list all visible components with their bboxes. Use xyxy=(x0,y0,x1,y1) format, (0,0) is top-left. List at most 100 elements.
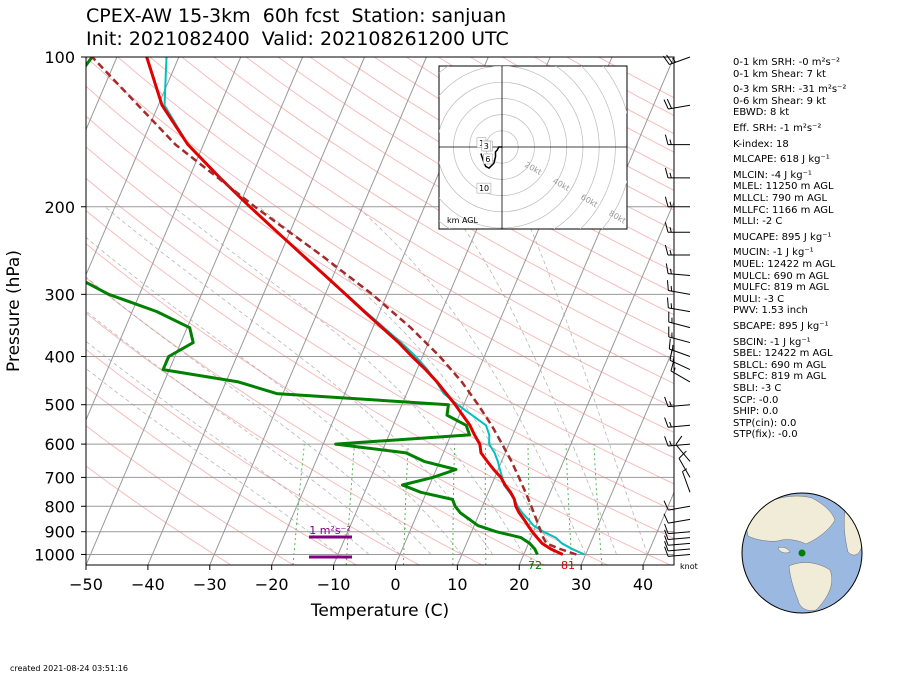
index-line: SBEL: 12422 m AGL xyxy=(733,348,833,360)
chart-title-line2: Init: 2021082400 Valid: 202108261200 UTC xyxy=(86,28,509,50)
y-tick-label: 600 xyxy=(44,435,75,454)
dry-adiabat xyxy=(309,57,674,273)
wind-barb xyxy=(664,244,690,256)
wind-barb xyxy=(663,54,691,65)
dry-adiabat xyxy=(86,465,232,565)
dry-adiabat xyxy=(117,57,674,409)
index-line: MLLI: -2 C xyxy=(733,216,783,228)
index-line: 0-1 km SRH: -0 m²s⁻² xyxy=(733,57,840,68)
wind-units-label: knot xyxy=(680,562,698,571)
index-line: MULI: -3 C xyxy=(733,293,785,305)
dry-adiabat xyxy=(86,85,674,459)
wind-barb xyxy=(664,436,691,447)
x-tick-label: −20 xyxy=(255,575,289,594)
wind-barb xyxy=(663,500,691,511)
hodograph-height-label: 1 xyxy=(479,139,484,148)
x-tick-label: 20 xyxy=(509,575,529,594)
mixing-ratio-line xyxy=(345,444,355,565)
wind-barb xyxy=(670,360,691,383)
index-line: SBLFC: 819 m AGL xyxy=(733,371,827,383)
index-line: EBWD: 8 kt xyxy=(733,107,790,119)
y-tick-label: 200 xyxy=(44,198,75,217)
hodograph-inset: 20kt40kt60kt80kt123610 km AGL xyxy=(438,65,628,230)
isotherm xyxy=(86,57,242,422)
hodograph-height-label: 3 xyxy=(484,142,489,151)
wind-barb xyxy=(664,167,690,179)
mixing-ratio-line xyxy=(593,444,603,565)
index-line: 0-1 km Shear: 7 kt xyxy=(733,68,826,80)
y-tick-label: 100 xyxy=(44,48,75,67)
hodograph-trace xyxy=(480,146,502,170)
index-line: MUCIN: -1 J kg⁻¹ xyxy=(733,247,814,259)
index-line: SBCAPE: 895 J kg⁻¹ xyxy=(733,321,829,332)
hodograph-frame xyxy=(438,65,628,230)
globe-land xyxy=(777,546,791,554)
wind-barb xyxy=(664,546,691,557)
x-tick-label: −40 xyxy=(131,575,165,594)
created-timestamp: created 2021-08-24 03:51:16 xyxy=(10,664,128,673)
index-line: SBCIN: -1 J kg⁻¹ xyxy=(733,336,811,348)
wind-barb xyxy=(664,529,691,541)
wind-barb xyxy=(668,326,691,344)
index-line: SHIP: 0.0 xyxy=(733,406,779,418)
hodograph-unit-label: km AGL xyxy=(447,216,479,225)
wind-barb xyxy=(682,468,691,493)
chart-title-line1: CPEX-AW 15-3km 60h fcst Station: sanjuan xyxy=(86,5,507,27)
moist-adiabat xyxy=(86,368,339,555)
wind-barb xyxy=(663,513,691,524)
index-line: MUEL: 12422 m AGL xyxy=(733,259,836,270)
index-line: MLCIN: -4 J kg⁻¹ xyxy=(733,169,812,181)
wind-barb xyxy=(666,280,691,295)
isotherm xyxy=(147,57,365,565)
dry-adiabat xyxy=(86,146,674,512)
isotherm xyxy=(86,57,304,565)
x-tick-label: −30 xyxy=(193,575,227,594)
hodograph-height-label: 6 xyxy=(485,155,490,164)
dry-adiabat xyxy=(86,386,357,565)
dry-adiabat xyxy=(181,57,674,361)
dry-adiabat xyxy=(149,57,674,385)
x-tick-label: 0 xyxy=(390,575,400,594)
index-line: STP(cin): 0.0 xyxy=(733,417,797,429)
wind-barb xyxy=(678,450,691,478)
index-line: MLLCL: 790 m AGL xyxy=(733,193,828,204)
wind-barb xyxy=(664,541,691,552)
dry-adiabat xyxy=(86,312,483,565)
index-line: SCP: -0.0 xyxy=(733,394,779,406)
y-tick-label: 800 xyxy=(44,497,75,516)
dry-adiabat xyxy=(86,57,674,433)
wind-barb xyxy=(668,311,691,329)
hodograph-height-label: 10 xyxy=(479,184,489,193)
wind-barb xyxy=(664,222,690,233)
srh-bar-label: 1 m²s⁻² xyxy=(309,524,351,537)
wind-barb xyxy=(675,435,691,462)
index-line: MULCL: 690 m AGL xyxy=(733,270,829,282)
surface-dewpoint-label: 72 xyxy=(528,559,542,572)
y-axis-label: Pressure (hPa) xyxy=(4,250,24,372)
wind-barb xyxy=(664,196,690,208)
mixing-ratio-line xyxy=(527,444,532,565)
index-line: K-index: 18 xyxy=(733,138,789,150)
x-tick-label: −50 xyxy=(69,575,103,594)
y-tick-label: 400 xyxy=(44,348,75,367)
wind-barb xyxy=(664,417,691,428)
index-line: MLEL: 11250 m AGL xyxy=(733,181,834,193)
mixing-ratio-line xyxy=(292,444,305,565)
isotherm xyxy=(86,57,180,276)
surface-temperature-label: 81 xyxy=(561,559,575,572)
dewpoint-line xyxy=(86,57,539,556)
globe-land xyxy=(744,495,836,545)
y-tick-label: 1000 xyxy=(34,545,75,564)
index-line: MULFC: 819 m AGL xyxy=(733,282,829,294)
index-line: MLCAPE: 618 J kg⁻¹ xyxy=(733,154,830,166)
dry-adiabat xyxy=(213,57,674,338)
wind-barb xyxy=(664,535,691,546)
dry-adiabat xyxy=(86,425,294,565)
wind-barb xyxy=(665,263,691,277)
srh-bars xyxy=(309,535,352,559)
index-line: STP(fix): -0.0 xyxy=(733,429,798,441)
wind-barbs xyxy=(663,54,691,557)
wind-barb xyxy=(668,338,691,357)
axes-ticks: −50 −40 −30 −20 −10 0 10 20 30 40 100 200 300 400 500 6… xyxy=(34,48,653,594)
